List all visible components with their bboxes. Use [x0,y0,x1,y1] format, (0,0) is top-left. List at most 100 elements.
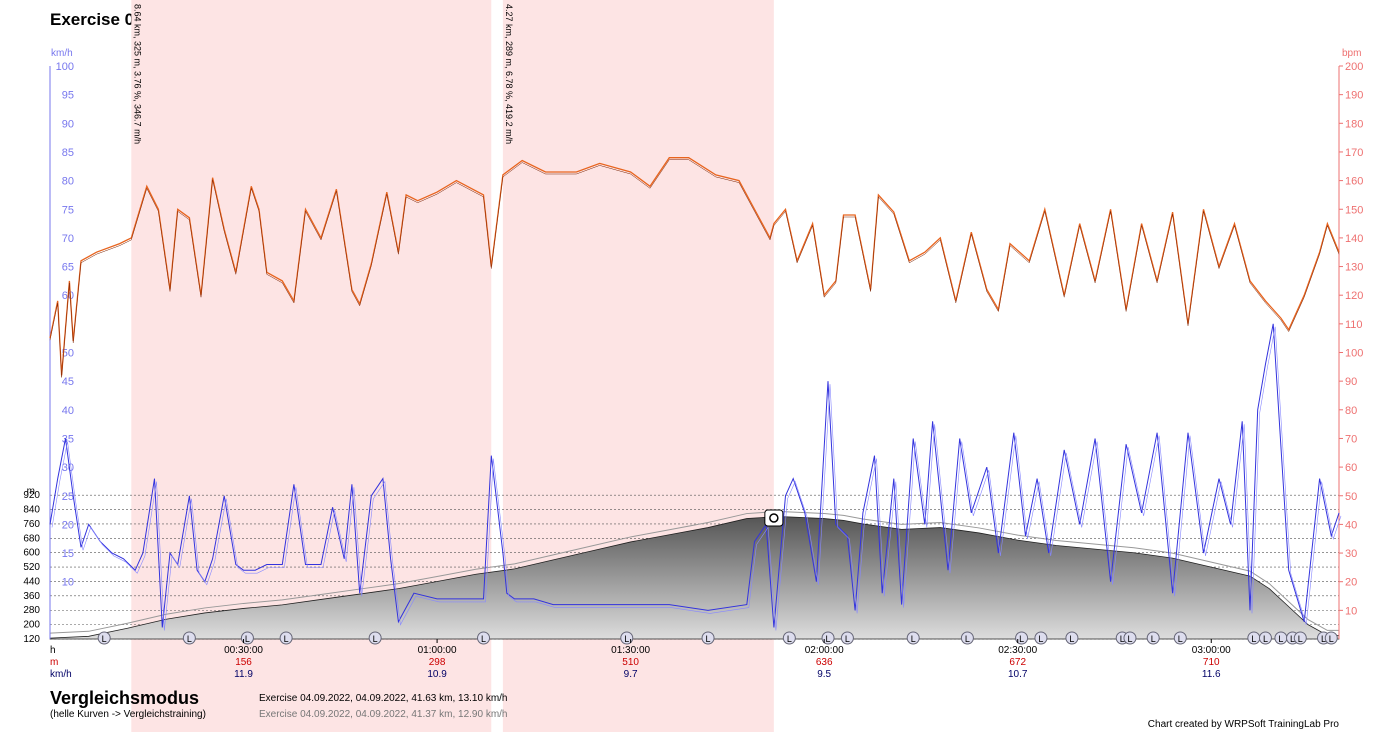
chart-credit: Chart created by WRPSoft TrainingLab Pro [1147,719,1339,730]
altitude-tick-0: 920 [23,490,40,501]
xaxis-tick-label-1: 01:00:00 [418,645,457,656]
speed-tick-2: 90 [62,118,74,130]
xaxis-tick-speed-4: 10.7 [1008,669,1028,680]
heart-tick-4: 160 [1345,176,1363,188]
lap-marker-label-24: L [1298,634,1303,644]
lap-marker-label-4: L [373,634,378,644]
xaxis-tick-speed-1: 10.9 [427,669,447,680]
xaxis-tick-label-2: 01:30:00 [611,645,650,656]
heart-tick-18: 20 [1345,577,1357,589]
xaxis-tick-speed-3: 9.5 [817,669,831,680]
heart-axis-unit: bpm [1342,48,1361,59]
speed-axis-unit: km/h [51,48,73,59]
lap-marker-label-9: L [826,634,831,644]
xaxis-tick-speed-5: 11.6 [1202,669,1221,680]
climb-highlight-label-0: 8.64 km, 325 m, 3.76 %, 346.7 m/h [132,4,142,144]
lap-marker-label-25: L [1321,634,1326,644]
lap-marker-18 [1146,631,1160,645]
speed-tick-14: 25 [62,491,74,503]
lap-marker-label-18: L [1151,634,1156,644]
lap-marker-label-10: L [845,634,850,644]
lap-marker-label-22: L [1278,634,1283,644]
altitude-tick-9: 200 [23,620,40,631]
heart-rate-comparison-line [49,159,1340,378]
xaxis-tick-altitude-0: 156 [235,657,252,668]
lap-marker-label-7: L [706,634,711,644]
heart-tick-16: 40 [1345,519,1357,531]
speed-tick-4: 80 [62,176,74,188]
lap-marker-9 [821,631,835,645]
lap-marker-26 [1324,631,1338,645]
lap-marker-4 [368,631,382,645]
lap-marker-label-17: L [1127,634,1132,644]
speed-tick-11: 40 [62,405,74,417]
photo-marker-icon [764,509,784,527]
heart-tick-13: 70 [1345,433,1357,445]
heart-tick-6: 140 [1345,233,1363,245]
xaxis-tick-altitude-2: 510 [622,657,639,668]
lap-marker-label-1: L [187,634,192,644]
photo-marker-lens [769,513,779,523]
speed-tick-9: 50 [62,348,74,360]
heart-tick-3: 170 [1345,147,1363,159]
heart-tick-2: 180 [1345,118,1363,130]
lap-marker-label-6: L [624,634,629,644]
lap-marker-11 [906,631,920,645]
lap-marker-label-21: L [1263,634,1268,644]
altitude-tick-8: 280 [23,605,40,616]
altitude-tick-2: 760 [23,519,40,530]
altitude-tick-3: 680 [23,533,40,544]
speed-tick-17: 10 [62,577,74,589]
heart-tick-1: 190 [1345,90,1363,102]
lap-marker-24 [1293,631,1307,645]
lap-marker-label-13: L [1019,634,1024,644]
lap-marker-label-11: L [911,634,916,644]
speed-tick-13: 30 [62,462,74,474]
xaxis-tick-label-3: 02:00:00 [805,645,844,656]
lap-marker-label-26: L [1329,634,1334,644]
heart-tick-10: 100 [1345,348,1363,360]
lap-marker-label-8: L [787,634,792,644]
heart-tick-14: 60 [1345,462,1357,474]
lap-marker-19 [1173,631,1187,645]
lap-marker-label-0: L [102,634,107,644]
altitude-tick-5: 520 [23,562,40,573]
altitude-tick-7: 360 [23,591,40,602]
lap-marker-12 [960,631,974,645]
speed-tick-0: 100 [56,61,74,73]
lap-marker-label-2: L [245,634,250,644]
lap-marker-label-3: L [284,634,289,644]
heart-tick-12: 80 [1345,405,1357,417]
heart-tick-0: 200 [1345,61,1363,73]
lap-marker-3 [279,631,293,645]
speed-tick-7: 65 [62,262,74,274]
comparison-entry-secondary: Exercise 04.09.2022, 04.09.2022, 41.37 k… [259,709,508,720]
lap-marker-0 [97,631,111,645]
lap-marker-13 [1015,631,1029,645]
heart-tick-8: 120 [1345,290,1363,302]
xaxis-tick-altitude-3: 636 [816,657,833,668]
heart-rate-line [49,157,1340,376]
heart-tick-19: 10 [1345,605,1357,617]
xaxis-row-label-kmh: km/h [50,669,72,680]
xaxis-tick-label-0: 00:30:00 [224,645,263,656]
lap-marker-17 [1123,631,1137,645]
xaxis-tick-speed-0: 11.9 [234,669,253,680]
lap-marker-7 [701,631,715,645]
lap-marker-5 [477,631,491,645]
altitude-tick-6: 440 [23,576,40,587]
lap-marker-label-5: L [481,634,486,644]
altitude-tick-1: 840 [23,505,40,516]
altitude-axis-unit: m [27,486,35,497]
lap-marker-2 [240,631,254,645]
comparison-entry-primary: Exercise 04.09.2022, 04.09.2022, 41.63 k… [259,693,508,704]
lap-marker-21 [1258,631,1272,645]
lap-marker-label-16: L [1120,634,1125,644]
xaxis-row-label-m: m [50,657,58,668]
speed-tick-10: 45 [62,376,74,388]
speed-tick-1: 95 [62,90,74,102]
heart-tick-5: 150 [1345,204,1363,216]
lap-marker-label-19: L [1178,634,1183,644]
mode-subtitle: (helle Kurven -> Vergleichstraining) [50,709,206,720]
